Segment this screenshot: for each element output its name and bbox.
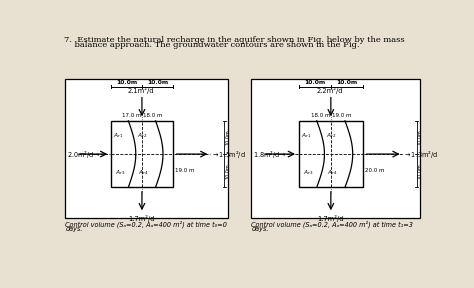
Text: $A_{r3}$: $A_{r3}$ — [303, 168, 313, 177]
Text: balance approach. The groundwater contours are shown in the Fig.: balance approach. The groundwater contou… — [64, 41, 359, 50]
Text: 10.0m: 10.0m — [336, 79, 357, 85]
Text: 1.7m²/d: 1.7m²/d — [318, 215, 344, 222]
Text: 1.7m²/d: 1.7m²/d — [129, 215, 155, 222]
Text: $A_{r1}$: $A_{r1}$ — [113, 131, 124, 140]
Text: $A_{r2}$: $A_{r2}$ — [326, 131, 336, 140]
Text: 2.1m²/d: 2.1m²/d — [127, 87, 154, 94]
Text: $A_{r4}$: $A_{r4}$ — [327, 168, 337, 177]
Text: $A_{r2}$: $A_{r2}$ — [137, 131, 147, 140]
Text: 10.0m: 10.0m — [225, 130, 230, 145]
Text: 2.2m²/d: 2.2m²/d — [316, 87, 343, 94]
Text: 10.0m: 10.0m — [116, 79, 137, 85]
Text: $\rightarrow$1.5m²/d: $\rightarrow$1.5m²/d — [211, 149, 246, 160]
Text: 17.0 m: 17.0 m — [122, 113, 141, 118]
Text: Control volume (Sₐ=0.2, Aₐ=400 m²) at time t₁=3: Control volume (Sₐ=0.2, Aₐ=400 m²) at ti… — [251, 221, 413, 228]
Text: $A_{r1}$: $A_{r1}$ — [301, 131, 311, 140]
Text: days.: days. — [65, 226, 83, 232]
Text: 18.0 m: 18.0 m — [310, 113, 330, 118]
Text: $A_{r4}$: $A_{r4}$ — [138, 168, 148, 177]
Text: 20.0 m: 20.0 m — [365, 168, 385, 173]
Text: $\rightarrow$1.3m²/d: $\rightarrow$1.3m²/d — [403, 149, 438, 160]
Text: $A_{r3}$: $A_{r3}$ — [115, 168, 126, 177]
Text: 10.0m: 10.0m — [304, 79, 326, 85]
Text: 19.0 m: 19.0 m — [332, 113, 351, 118]
Text: 1.8m²/d$\rightarrow$: 1.8m²/d$\rightarrow$ — [253, 149, 287, 160]
Bar — [251, 79, 420, 218]
Text: 19.0 m: 19.0 m — [175, 168, 195, 173]
Text: 2.0m²/d$\rightarrow$: 2.0m²/d$\rightarrow$ — [67, 149, 101, 160]
Text: Control volume (Sₐ=0.2, Aₐ=400 m²) at time t₀=0: Control volume (Sₐ=0.2, Aₐ=400 m²) at ti… — [65, 221, 228, 228]
Text: 7.  Estimate the natural recharge in the aquifer shown in Fig. below by the mass: 7. Estimate the natural recharge in the … — [64, 36, 404, 44]
Bar — [65, 79, 228, 218]
Text: 10.0m: 10.0m — [417, 163, 422, 179]
Text: 10.0m: 10.0m — [225, 163, 230, 179]
Text: days.: days. — [251, 226, 269, 232]
Text: 18.0 m: 18.0 m — [143, 113, 162, 118]
Bar — [299, 121, 363, 187]
Text: 10.0m: 10.0m — [417, 130, 422, 145]
Bar — [111, 121, 173, 187]
Text: 10.0m: 10.0m — [147, 79, 168, 85]
